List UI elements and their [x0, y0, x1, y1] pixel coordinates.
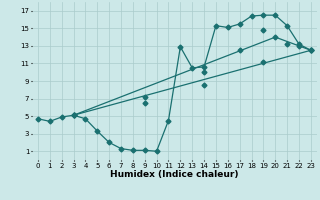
X-axis label: Humidex (Indice chaleur): Humidex (Indice chaleur)	[110, 170, 239, 179]
